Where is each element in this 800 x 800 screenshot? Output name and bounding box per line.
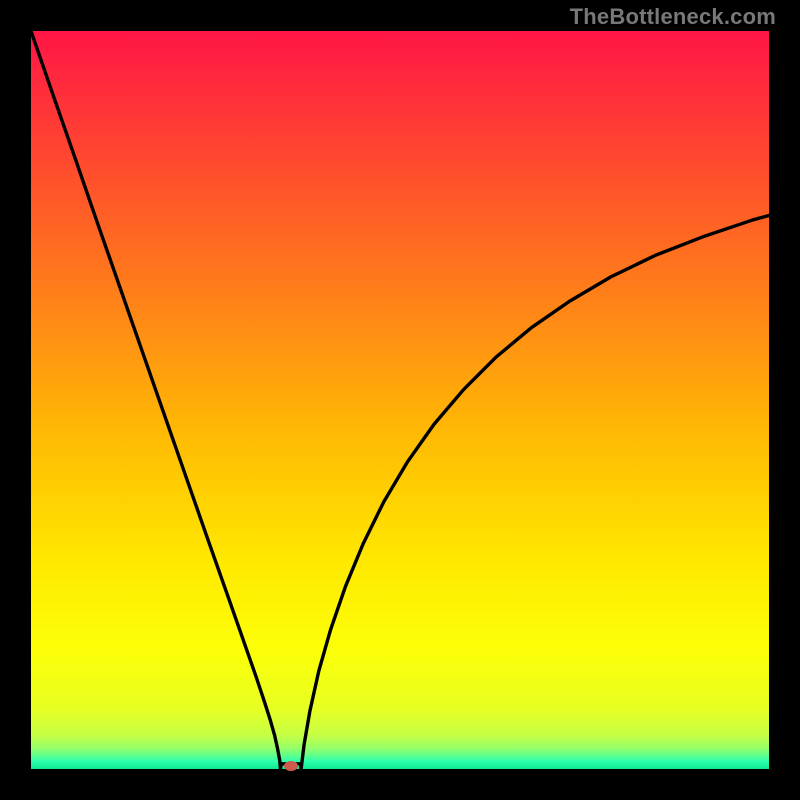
curve-layer bbox=[31, 31, 769, 769]
optimum-marker bbox=[284, 761, 298, 771]
watermark-text: TheBottleneck.com bbox=[570, 4, 776, 30]
bottleneck-curve bbox=[31, 31, 769, 769]
chart-frame: TheBottleneck.com bbox=[0, 0, 800, 800]
plot-area bbox=[31, 31, 769, 769]
